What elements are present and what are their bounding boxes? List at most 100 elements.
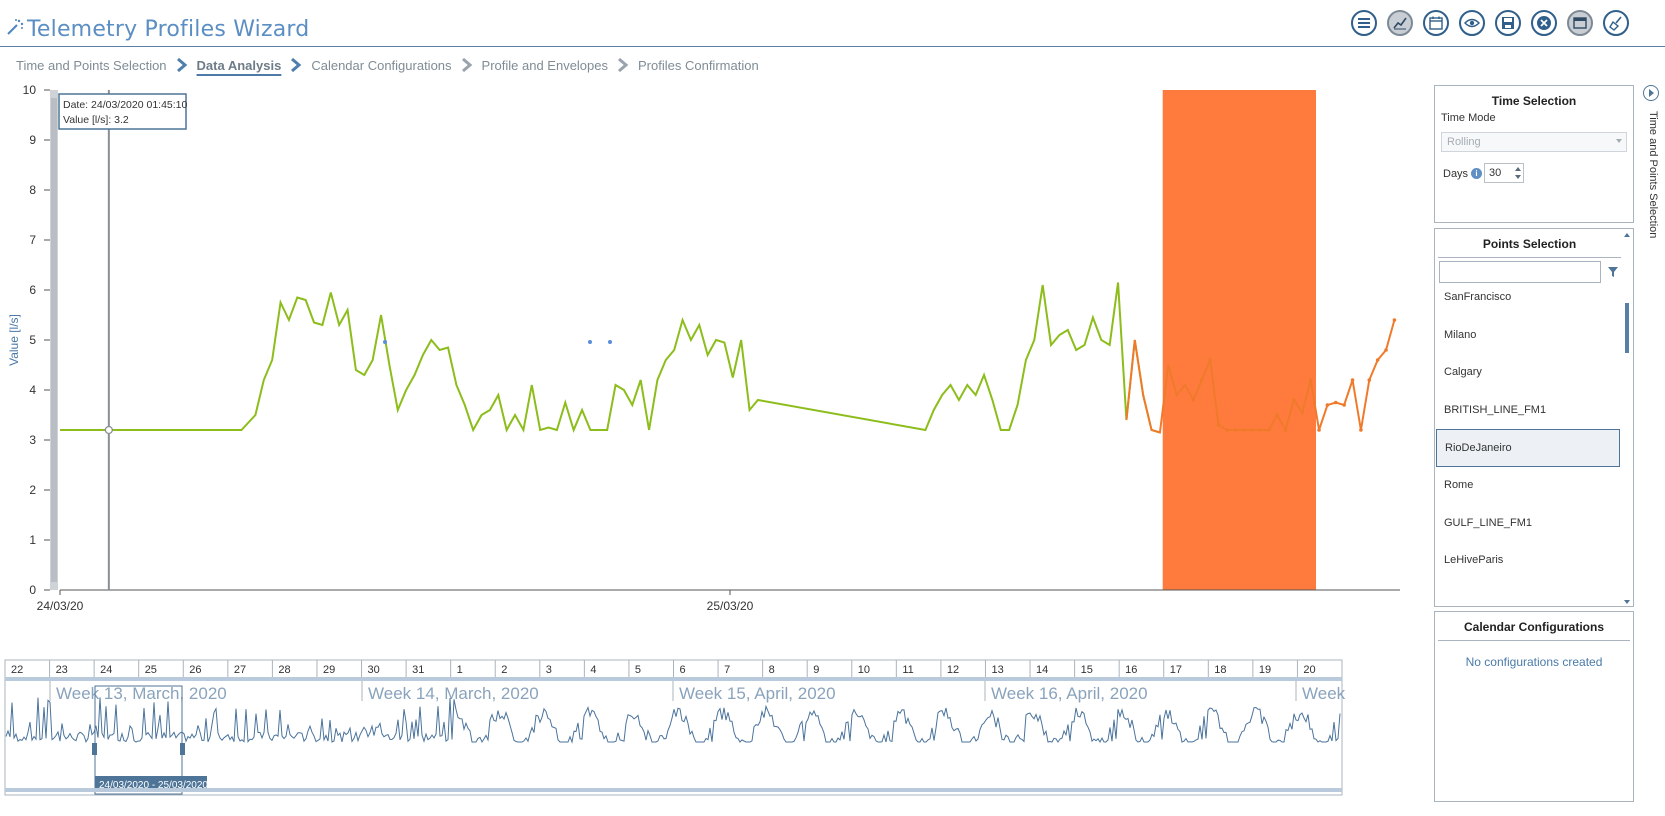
timeline-scrollbar[interactable] xyxy=(5,788,1342,792)
data-point xyxy=(1367,378,1372,382)
points-search xyxy=(1439,261,1619,283)
stepper-up-icon[interactable] xyxy=(1515,167,1521,171)
points-scrollbar[interactable] xyxy=(1623,231,1631,606)
calendar-configurations-title: Calendar Configurations xyxy=(1438,612,1630,641)
x-tick-label: 25/03/20 xyxy=(707,599,754,613)
day-tick-label: 22 xyxy=(11,664,23,676)
day-tick-label: 18 xyxy=(1214,664,1226,676)
day-tick-label: 23 xyxy=(56,664,68,676)
point-item[interactable]: SanFrancisco xyxy=(1436,279,1620,317)
save-button[interactable] xyxy=(1495,10,1521,36)
day-tick-label: 20 xyxy=(1303,664,1315,676)
calendar-button[interactable] xyxy=(1423,10,1449,36)
data-analysis-chart[interactable]: 0 1 2 3 4 5 6 7 8 9 10 24/03/20 25/03/20 Value [l/s… xyxy=(0,80,1428,660)
breadcrumb: Time and Points Selection Data Analysis … xyxy=(16,57,759,73)
list-icon xyxy=(1358,18,1370,28)
magic-wand-icon xyxy=(7,19,24,35)
close-button[interactable] xyxy=(1531,10,1557,36)
data-point-marker xyxy=(588,340,592,344)
day-tick-label: 29 xyxy=(323,664,335,676)
days-stepper[interactable]: 30 xyxy=(1484,163,1524,183)
calendar-icon xyxy=(1429,16,1443,30)
day-tick-label: 11 xyxy=(902,664,913,676)
scroll-down-icon[interactable] xyxy=(1624,600,1630,604)
point-item-label: Milano xyxy=(1444,328,1477,341)
day-tick-label: 28 xyxy=(278,664,290,676)
y-scroll-thumb[interactable] xyxy=(51,98,57,582)
point-item-label: Calgary xyxy=(1444,366,1482,379)
week-label: Week 13, March, 2020 xyxy=(56,684,227,703)
window-button[interactable] xyxy=(1567,10,1593,36)
data-point xyxy=(1375,358,1380,362)
info-icon[interactable]: i xyxy=(1471,168,1482,179)
step-data-analysis[interactable]: Data Analysis xyxy=(196,57,282,73)
timeline-navigator[interactable]: 22 23 24 25 26 27 28 29 30 31 1 2 3 4 5 6 7 8 9 10 11 12 13 14 1… xyxy=(0,658,1428,798)
day-tick-label: 14 xyxy=(1036,664,1048,676)
view-button[interactable] xyxy=(1459,10,1485,36)
scroll-thumb[interactable] xyxy=(1625,303,1629,353)
time-mode-select[interactable]: Rolling xyxy=(1441,132,1627,152)
data-point xyxy=(1292,398,1296,402)
filter-icon[interactable] xyxy=(1607,266,1619,278)
eye-icon xyxy=(1464,18,1480,28)
calendar-empty-message: No configurations created xyxy=(1465,655,1603,669)
y-tick-label: 9 xyxy=(29,133,36,147)
selection-handle-left[interactable] xyxy=(92,743,97,755)
day-tick-label: 27 xyxy=(234,664,246,676)
day-tick-label: 9 xyxy=(813,664,819,676)
data-point xyxy=(1350,378,1355,382)
day-tick-label: 26 xyxy=(189,664,201,676)
scroll-up-icon[interactable] xyxy=(1624,233,1630,237)
point-item[interactable]: Calgary xyxy=(1436,354,1620,392)
point-item[interactable]: BRITISH_LINE_FM1 xyxy=(1436,392,1620,430)
time-mode-label: Time Mode xyxy=(1441,112,1496,124)
point-item[interactable]: RioDeJaneiro xyxy=(1436,429,1620,468)
timeline-series xyxy=(5,697,1341,744)
y-tick-label: 4 xyxy=(29,383,36,397)
clear-button[interactable] xyxy=(1603,10,1629,36)
y-tick-label: 1 xyxy=(29,533,36,547)
step-time-and-points-selection[interactable]: Time and Points Selection xyxy=(16,57,167,73)
day-tick-label: 19 xyxy=(1259,664,1271,676)
list-button[interactable] xyxy=(1351,10,1377,36)
points-search-input[interactable] xyxy=(1439,261,1601,283)
y-tick-label: 7 xyxy=(29,233,36,247)
data-point xyxy=(1275,413,1279,417)
step-profile-and-envelopes[interactable]: Profile and Envelopes xyxy=(481,57,609,73)
selection-handle-right[interactable] xyxy=(180,743,185,755)
window-icon xyxy=(1573,17,1587,29)
stepper-down-icon[interactable] xyxy=(1515,175,1521,179)
data-point xyxy=(1266,428,1271,432)
day-tick-label: 7 xyxy=(724,664,730,676)
day-tick-label: 1 xyxy=(457,664,463,676)
point-item-label: Rome xyxy=(1444,479,1474,491)
point-item-label: GULF_LINE_FM1 xyxy=(1444,516,1533,529)
chart-highlight-region xyxy=(1162,90,1316,590)
step-profiles-confirmation[interactable]: Profiles Confirmation xyxy=(638,57,759,73)
data-point xyxy=(1233,428,1238,432)
chevron-right-icon xyxy=(618,57,629,73)
y-tick-label: 6 xyxy=(29,283,36,297)
point-item[interactable]: Milano xyxy=(1436,317,1620,355)
x-tick-label: 24/03/20 xyxy=(37,599,84,613)
data-point xyxy=(1300,410,1305,415)
chart-button[interactable] xyxy=(1387,10,1413,36)
day-tick-label: 31 xyxy=(412,664,424,676)
point-item-label: SanFrancisco xyxy=(1444,291,1512,303)
data-point xyxy=(1308,378,1313,382)
toolbar xyxy=(1351,10,1629,36)
expand-arrow-icon[interactable] xyxy=(1643,85,1659,101)
day-tick-label: 13 xyxy=(991,664,1003,676)
points-selection-panel: Points Selection SanFrancisco Milano Calga… xyxy=(1434,228,1634,607)
step-calendar-configurations[interactable]: Calendar Configurations xyxy=(311,57,452,73)
side-tab-label: Time and Points Selection xyxy=(1647,111,1659,239)
y-tick-label: 5 xyxy=(29,333,36,347)
day-tick-label: 15 xyxy=(1081,664,1093,676)
close-icon xyxy=(1537,16,1551,30)
point-item[interactable]: GULF_LINE_FM1 xyxy=(1436,505,1620,543)
point-item[interactable]: Rome xyxy=(1436,467,1620,505)
data-point xyxy=(1225,428,1229,432)
side-tab-time-and-points[interactable]: Time and Points Selection xyxy=(1640,85,1662,335)
point-item[interactable]: LeHiveParis xyxy=(1436,542,1620,580)
calendar-configurations-panel: Calendar Configurations No configuration… xyxy=(1434,611,1634,802)
